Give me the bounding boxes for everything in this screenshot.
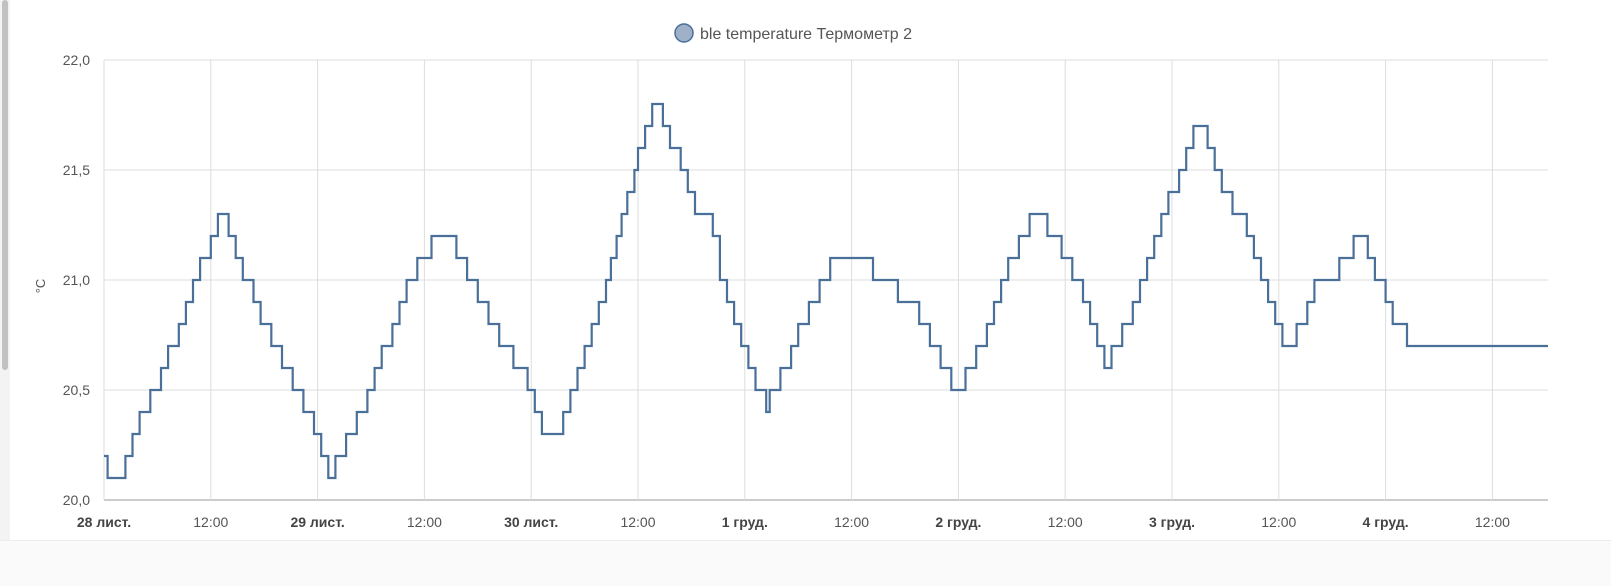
- bottom-strip: [0, 540, 1611, 586]
- x-tick-label: 30 лист.: [504, 514, 558, 530]
- scrollbar-thumb[interactable]: [2, 0, 8, 370]
- chart-card: [10, 0, 1611, 540]
- x-tick-label: 12:00: [1048, 514, 1083, 530]
- y-axis: 20,0 20,5 21,0 21,5 22,0: [63, 52, 90, 508]
- series: [104, 102, 1548, 480]
- x-tick-label: 12:00: [1475, 514, 1510, 530]
- y-tick-label: 22,0: [63, 52, 90, 68]
- x-tick-label: 3 груд.: [1149, 514, 1195, 530]
- x-tick-label: 12:00: [620, 514, 655, 530]
- legend-swatch-icon[interactable]: [674, 23, 694, 43]
- y-axis-label: °C: [33, 279, 48, 294]
- x-tick-label: 12:00: [407, 514, 442, 530]
- x-tick-label: 28 лист.: [77, 514, 131, 530]
- y-tick-label: 21,0: [63, 272, 90, 288]
- x-tick-label: 12:00: [1261, 514, 1296, 530]
- x-tick-label: 2 груд.: [935, 514, 981, 530]
- scrollbar[interactable]: [0, 0, 10, 585]
- x-tick-label: 1 груд.: [722, 514, 768, 530]
- y-tick-label: 20,0: [63, 492, 90, 508]
- y-tick-label: 21,5: [63, 162, 90, 178]
- x-tick-label: 4 груд.: [1363, 514, 1409, 530]
- x-tick-label: 12:00: [193, 514, 228, 530]
- grid: [103, 59, 1548, 501]
- x-tick-label: 12:00: [834, 514, 869, 530]
- legend[interactable]: ble temperature Термометр 2: [674, 23, 912, 43]
- legend-label[interactable]: ble temperature Термометр 2: [700, 26, 912, 43]
- y-tick-label: 20,5: [63, 382, 90, 398]
- x-axis: 28 лист. 12:00 29 лист. 12:00 30 лист. 12:00 1…: [77, 514, 1510, 530]
- series-line[interactable]: [104, 102, 1548, 480]
- x-tick-label: 29 лист.: [290, 514, 344, 530]
- temperature-chart: 20,0 20,5 21,0 21,5 22,0 28 лист. 12:00 29 лис…: [33, 23, 1548, 530]
